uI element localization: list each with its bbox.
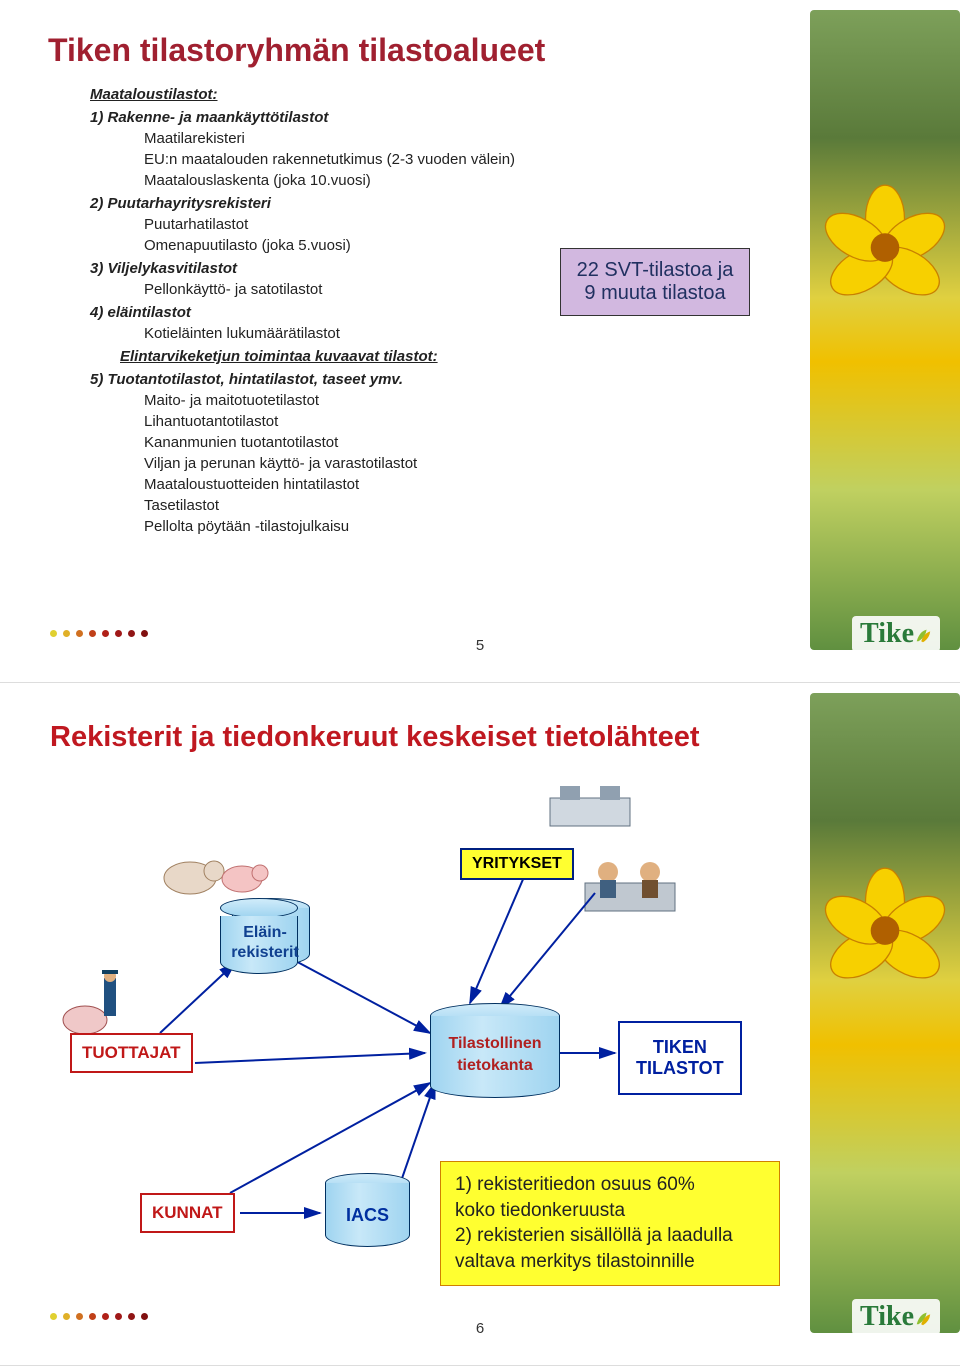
- item5-sub7: Pellolta pöytään -tilastojulkaisu: [144, 516, 630, 537]
- slide1-body: Maataloustilastot: 1) Rakenne- ja maankä…: [90, 82, 630, 537]
- tike-logo: Tike: [852, 616, 940, 652]
- office-illustration-2: [580, 848, 680, 918]
- slide1-title: Tiken tilastoryhmän tilastoalueet: [48, 32, 545, 69]
- item1-sub3: Maatalouslaskenta (joka 10.vuosi): [144, 170, 630, 191]
- yritykset-label: YRITYKSET: [460, 848, 574, 880]
- callout-line1: 22 SVT-tilastoa ja: [569, 259, 741, 282]
- yellow-l4: valtava merkitys tilastoinnille: [455, 1249, 765, 1275]
- side-image-strip: [810, 693, 960, 1333]
- elain-label-1: Eläin-: [220, 924, 310, 942]
- flower-illustration: [820, 863, 950, 993]
- item5-sub5: Maataloustuotteiden hintatilastot: [144, 474, 630, 495]
- logo-text: Tike: [860, 1301, 914, 1332]
- leaf-icon: [914, 1309, 932, 1327]
- item5-sub4: Viljan ja perunan käyttö- ja varastotila…: [144, 453, 630, 474]
- item2-sub2: Omenapuutilasto (joka 5.vuosi): [144, 235, 630, 256]
- slide-2: Rekisterit ja tiedonkeruut keskeiset tie…: [0, 683, 960, 1366]
- item4-sub1: Kotieläinten lukumäärätilastot: [144, 323, 630, 344]
- page-number: 6: [476, 1320, 484, 1337]
- cow-pig-illustration: [160, 843, 270, 898]
- section1-heading: Maataloustilastot:: [90, 84, 630, 105]
- tike-logo: Tike: [852, 1299, 940, 1335]
- tuottajat-box: TUOTTAJAT: [70, 1033, 193, 1073]
- elain-cyl: Eläin- rekisterit: [220, 898, 310, 973]
- tilastollinen-cyl: Tilastollinen tietokanta: [430, 1003, 560, 1103]
- tilastollinen-l2: tietokanta: [430, 1057, 560, 1075]
- item3-sub1: Pellonkäyttö- ja satotilastot: [144, 279, 630, 300]
- item1-sub2: EU:n maatalouden rakennetutkimus (2-3 vu…: [144, 149, 630, 170]
- item4: 4) eläintilastot: [90, 302, 630, 323]
- tiken-box: TIKEN TILASTOT: [618, 1021, 742, 1095]
- tiken-l1: TIKEN: [636, 1037, 724, 1058]
- item5-sub1: Maito- ja maitotuotetilastot: [144, 390, 630, 411]
- logo-text: Tike: [860, 618, 914, 649]
- tiken-l2: TILASTOT: [636, 1058, 724, 1079]
- yellow-l3: 2) rekisterien sisällöllä ja laadulla: [455, 1223, 765, 1249]
- tilastollinen-l1: Tilastollinen: [430, 1035, 560, 1053]
- iacs-label: IACS: [325, 1205, 410, 1226]
- leaf-icon: [914, 626, 932, 644]
- slide-1: Tiken tilastoryhmän tilastoalueet Maatal…: [0, 0, 960, 683]
- callout-line2: 9 muuta tilastoa: [569, 282, 741, 305]
- item2: 2) Puutarhayritysrekisteri: [90, 193, 630, 214]
- item5-sub2: Lihantuotantotilastot: [144, 411, 630, 432]
- item1-sub1: Maatilarekisteri: [144, 128, 630, 149]
- elain-label-2: rekisterit: [220, 944, 310, 962]
- slide2-title: Rekisterit ja tiedonkeruut keskeiset tie…: [50, 721, 700, 754]
- dot-row: [50, 1307, 154, 1325]
- section2-heading: Elintarvikeketjun toimintaa kuvaavat til…: [120, 346, 630, 367]
- item2-sub1: Puutarhatilastot: [144, 214, 630, 235]
- side-image-strip: [810, 10, 960, 650]
- diagram-canvas: YRITYKSET Eläin- rekisterit TUOTTAJAT Ti…: [40, 773, 800, 1313]
- kunnat-box: KUNNAT: [140, 1193, 235, 1233]
- yellow-l1: 1) rekisteritiedon osuus 60%: [455, 1172, 765, 1198]
- page-number: 5: [476, 637, 484, 654]
- item1: 1) Rakenne- ja maankäyttötilastot: [90, 107, 630, 128]
- office-illustration-1: [545, 778, 635, 833]
- yellow-note: 1) rekisteritiedon osuus 60% koko tiedon…: [440, 1161, 780, 1286]
- item5-sub6: Tasetilastot: [144, 495, 630, 516]
- dot-row: [50, 624, 154, 642]
- yritykset-box: YRITYKSET: [460, 848, 574, 880]
- item5-sub3: Kananmunien tuotantotilastot: [144, 432, 630, 453]
- tuottajat-label: TUOTTAJAT: [70, 1033, 193, 1073]
- item3: 3) Viljelykasvitilastot: [90, 258, 630, 279]
- item5: 5) Tuotantotilastot, hintatilastot, tase…: [90, 369, 630, 390]
- callout-box: 22 SVT-tilastoa ja 9 muuta tilastoa: [560, 248, 750, 316]
- farmer-illustration: [60, 968, 140, 1038]
- flower-illustration: [820, 180, 950, 310]
- yellow-l2: koko tiedonkeruusta: [455, 1198, 765, 1224]
- iacs-cyl: IACS: [325, 1173, 410, 1253]
- kunnat-label: KUNNAT: [140, 1193, 235, 1233]
